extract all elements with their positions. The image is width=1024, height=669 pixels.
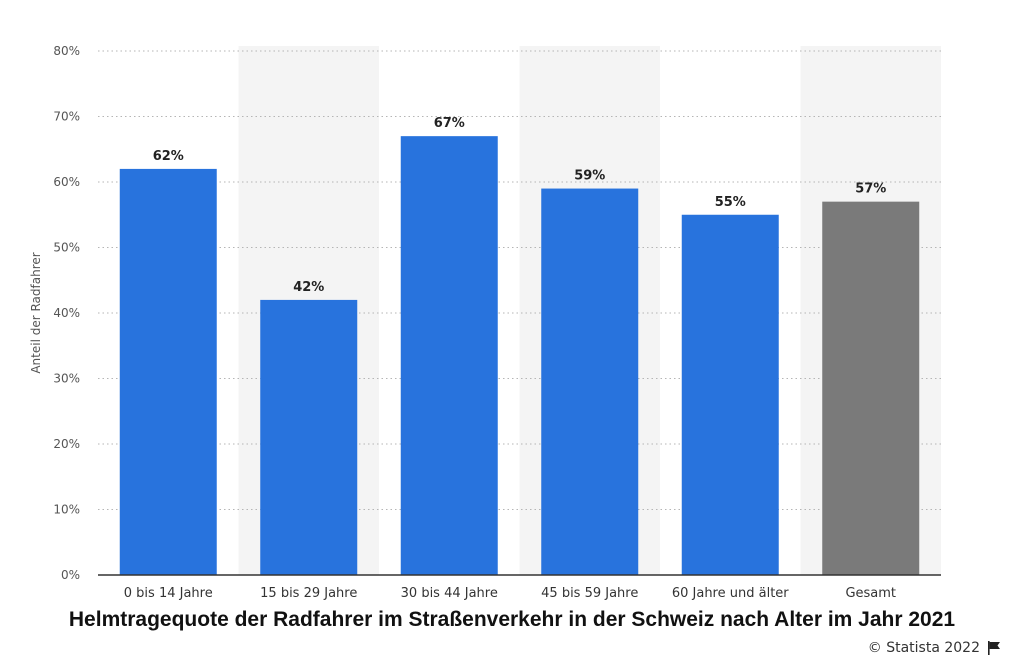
data-label: 59% <box>574 169 605 184</box>
chart-title: Helmtragequote der Radfahrer im Straßenv… <box>68 608 956 631</box>
flag-icon[interactable] <box>986 640 1002 656</box>
bar <box>822 201 920 575</box>
bar-chart: 0% 10% 20% 30% 40% 50% 60% 70% 80% Anteil der Rad… <box>29 44 941 600</box>
bar <box>400 136 498 575</box>
x-tick-label: 0 bis 14 Jahre <box>124 586 213 600</box>
bar <box>681 214 779 575</box>
bar <box>119 168 217 575</box>
footer: © Statista 2022 <box>868 640 1002 656</box>
bar <box>260 299 358 575</box>
data-label: 62% <box>153 149 184 164</box>
y-tick-label: 50% <box>53 241 80 255</box>
data-label: 67% <box>434 116 465 131</box>
x-tick-label: 15 bis 29 Jahre <box>260 586 357 600</box>
y-tick-label: 60% <box>53 175 80 189</box>
y-tick-label: 0% <box>61 568 80 582</box>
y-tick-label: 30% <box>53 372 80 386</box>
y-tick-label: 10% <box>53 503 80 517</box>
data-label: 42% <box>293 280 324 295</box>
x-tick-label: 60 Jahre und älter <box>672 586 789 600</box>
y-tick-label: 40% <box>53 306 80 320</box>
bar <box>541 188 639 576</box>
x-tick-label: 45 bis 59 Jahre <box>541 586 638 600</box>
x-tick-label: 30 bis 44 Jahre <box>401 586 498 600</box>
y-tick-label: 70% <box>53 110 80 124</box>
y-axis-title: Anteil der Radfahrer <box>29 252 43 373</box>
x-tick-label: Gesamt <box>845 586 896 600</box>
data-label: 57% <box>855 182 886 197</box>
y-tick-label: 20% <box>53 437 80 451</box>
y-tick-label: 80% <box>53 44 80 58</box>
copyright-text[interactable]: © Statista 2022 <box>867 640 980 656</box>
data-label: 55% <box>715 195 746 210</box>
